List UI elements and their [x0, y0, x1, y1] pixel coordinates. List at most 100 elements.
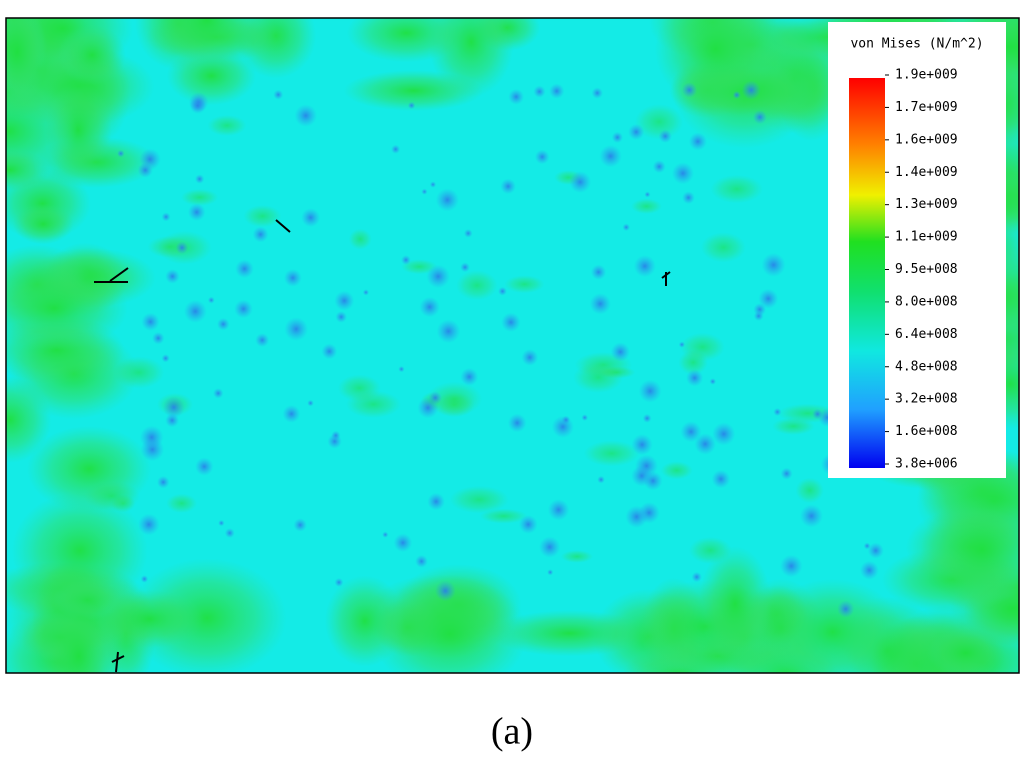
high-stress-zone: [583, 440, 640, 467]
colorbar: [849, 78, 885, 468]
low-stress-spot: [780, 467, 793, 480]
low-stress-spot: [625, 505, 648, 528]
low-stress-spot: [611, 131, 624, 143]
low-stress-spot: [293, 518, 307, 532]
high-stress-zone: [698, 545, 772, 662]
high-stress-zone: [243, 204, 282, 228]
low-stress-spot: [867, 542, 884, 559]
low-stress-spot: [235, 259, 254, 279]
low-stress-spot: [382, 531, 389, 538]
high-stress-zone: [6, 265, 128, 351]
low-stress-spot: [547, 499, 570, 521]
low-stress-spot: [426, 264, 450, 289]
low-stress-spot: [534, 149, 550, 165]
low-stress-spot: [671, 162, 694, 185]
low-stress-spot: [463, 229, 473, 238]
low-stress-spot: [255, 333, 270, 348]
high-stress-zone: [6, 148, 50, 191]
low-stress-spot: [152, 332, 165, 345]
low-stress-spot: [224, 528, 235, 538]
low-stress-spot: [569, 171, 592, 194]
low-stress-spot: [213, 388, 224, 399]
low-stress-spot: [460, 262, 470, 273]
high-stress-zone: [631, 198, 662, 214]
legend-label: 6.4e+008: [895, 327, 958, 342]
low-stress-spot: [633, 255, 656, 278]
low-stress-spot: [141, 312, 160, 331]
low-stress-spot: [780, 554, 803, 578]
legend-label: 1.7e+009: [895, 100, 958, 115]
low-stress-spot: [436, 319, 461, 344]
low-stress-spot: [773, 407, 782, 417]
low-stress-spot: [638, 379, 662, 403]
low-stress-spot: [435, 188, 459, 212]
low-stress-spot: [139, 425, 164, 450]
legend-label: 1.4e+009: [895, 165, 958, 180]
low-stress-spot: [401, 255, 411, 265]
high-stress-zone: [371, 574, 528, 673]
low-stress-spot: [752, 110, 767, 125]
low-stress-spot: [680, 421, 702, 443]
low-stress-spot: [678, 341, 686, 348]
low-stress-spot: [712, 422, 736, 446]
low-stress-spot: [187, 203, 206, 221]
low-stress-spot: [427, 492, 445, 511]
high-stress-zone: [660, 461, 693, 480]
high-stress-zone: [449, 485, 509, 514]
low-stress-spot: [417, 397, 439, 419]
low-stress-spot: [217, 317, 230, 331]
legend-label: 1.1e+009: [895, 230, 958, 245]
legend-label: 9.5e+008: [895, 262, 958, 277]
low-stress-spot: [597, 475, 605, 484]
low-stress-spot: [362, 289, 370, 296]
caption: (a): [491, 711, 533, 753]
legend-label: 8.0e+008: [895, 294, 958, 309]
high-stress-zone: [345, 390, 401, 419]
legend-label: 1.6e+008: [895, 424, 958, 439]
low-stress-spot: [117, 149, 125, 158]
low-stress-spot: [252, 226, 269, 243]
low-stress-spot: [610, 342, 630, 362]
low-stress-spot: [599, 144, 622, 168]
low-stress-spot: [691, 571, 702, 583]
high-stress-zone: [795, 477, 824, 504]
low-stress-spot: [138, 513, 160, 536]
low-stress-spot: [140, 575, 149, 583]
low-stress-spot: [753, 303, 767, 316]
low-stress-spot: [591, 87, 603, 99]
low-stress-spot: [681, 82, 698, 98]
low-stress-spot: [521, 349, 539, 366]
low-stress-spot: [175, 241, 189, 255]
legend-label: 4.8e+008: [895, 359, 958, 374]
legend-label: 1.9e+009: [895, 68, 958, 83]
high-stress-zone: [710, 174, 763, 204]
low-stress-spot: [165, 269, 180, 284]
low-stress-spot: [207, 296, 215, 304]
low-stress-spot: [589, 293, 611, 315]
low-stress-spot: [501, 312, 521, 332]
low-stress-spot: [859, 560, 879, 580]
low-stress-spot: [688, 132, 707, 151]
high-stress-zone: [153, 18, 261, 63]
low-stress-spot: [407, 101, 416, 110]
low-stress-spot: [429, 181, 437, 188]
low-stress-spot: [709, 378, 717, 385]
low-stress-spot: [273, 89, 284, 100]
low-stress-spot: [799, 504, 823, 528]
low-stress-spot: [518, 515, 538, 534]
legend-label: 1.6e+009: [895, 132, 958, 147]
high-stress-zone: [920, 495, 1019, 604]
low-stress-spot: [393, 533, 413, 553]
legend-label: 1.3e+009: [895, 197, 958, 212]
low-stress-spot: [561, 415, 571, 425]
high-stress-zone: [324, 575, 405, 667]
low-stress-spot: [307, 399, 314, 407]
high-stress-zone: [348, 228, 372, 250]
low-stress-spot: [642, 413, 652, 423]
high-stress-zone: [489, 610, 650, 657]
low-stress-spot: [421, 188, 428, 195]
low-stress-spot: [549, 83, 565, 99]
legend-title: von Mises (N/m^2): [850, 37, 983, 52]
high-stress-zone: [700, 232, 746, 263]
